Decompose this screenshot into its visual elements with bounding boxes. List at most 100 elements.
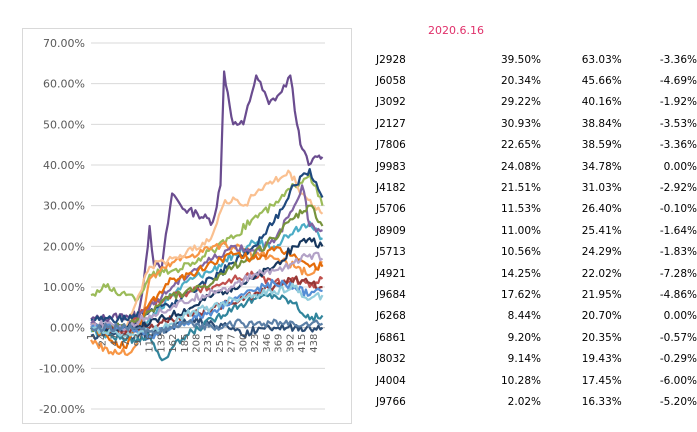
- table-row: J8032 9.14% 19.43% -0.29%: [370, 348, 697, 369]
- table-cell: J6058: [376, 75, 406, 88]
- x-tick-label: 24: [98, 334, 109, 347]
- line-chart: 70.00% 60.00% 50.00% 40.00% 30.00% 20.00% 10.0…: [39, 37, 325, 416]
- series-line: [90, 184, 323, 332]
- table-cell: 0.00%: [663, 310, 697, 323]
- table-cell: J8909: [376, 224, 406, 237]
- table-cell: 10.56%: [500, 246, 542, 259]
- table-cell: -1.64%: [659, 224, 697, 237]
- table-cell: 20.35%: [581, 331, 622, 344]
- data-table: J2928 39.50% 63.03% -3.36% J6058 20.34% 45.66%…: [370, 49, 697, 413]
- table-row: J2928 39.50% 63.03% -3.36%: [370, 49, 697, 70]
- x-tick-label: 231: [203, 334, 214, 353]
- table-cell: -3.36%: [659, 53, 697, 66]
- table-cell: J6268: [376, 310, 406, 323]
- table-row: J6058 20.34% 45.66% -4.69%: [370, 70, 697, 91]
- table-cell: -6.00%: [659, 374, 697, 387]
- table-row: J3092 29.22% 40.16% -1.92%: [370, 92, 697, 113]
- table-cell: -0.29%: [659, 353, 697, 366]
- table-cell: J9684: [376, 288, 406, 301]
- y-axis-ticks: 70.00% 60.00% 50.00% 40.00% 30.00% 20.00% 10.0…: [39, 37, 85, 416]
- table-cell: J4004: [376, 374, 406, 387]
- table-row: J5706 11.53% 26.40% -0.10%: [370, 199, 697, 220]
- table-cell: 20.34%: [500, 75, 542, 88]
- y-tick-label: 50.00%: [43, 118, 85, 131]
- table-cell: 40.16%: [581, 96, 622, 109]
- x-tick-label: 139: [156, 334, 167, 353]
- table-cell: 34.78%: [581, 160, 622, 173]
- table-cell: -1.92%: [659, 96, 697, 109]
- table-row: J4004 10.28% 17.45% -6.00%: [370, 370, 697, 391]
- table-cell: J6861: [376, 331, 406, 344]
- x-tick-label: 47: [109, 334, 120, 347]
- x-tick-label: 70: [121, 334, 132, 347]
- x-tick-label: 369: [274, 334, 285, 353]
- series-line: [90, 172, 324, 303]
- table-body: J2928 39.50% 63.03% -3.36% J6058 20.34% 45.66%…: [370, 49, 697, 413]
- table-cell: -4.69%: [659, 75, 697, 88]
- table-cell: 19.43%: [581, 353, 622, 366]
- table-cell: J4921: [376, 267, 406, 280]
- table-row: J9684 17.62% 21.95% -4.86%: [370, 284, 697, 305]
- series-line: [90, 318, 324, 335]
- table-cell: 24.29%: [581, 246, 622, 259]
- table-row: J9766 2.02% 16.33% -5.20%: [370, 391, 697, 412]
- table-cell: 25.41%: [581, 224, 622, 237]
- table-cell: -5.20%: [659, 395, 697, 408]
- x-tick-label: 116: [145, 334, 156, 353]
- series-line: [90, 246, 324, 350]
- table-cell: 11.00%: [500, 224, 542, 237]
- table-cell: J9766: [376, 395, 406, 408]
- table-cell: -7.28%: [659, 267, 697, 280]
- x-tick-label: 438: [309, 334, 320, 353]
- x-tick-label: 323: [250, 334, 261, 353]
- y-tick-label: 70.00%: [43, 37, 85, 50]
- date-label: 2020.6.16: [428, 24, 484, 37]
- series-line: [90, 282, 324, 339]
- table-row: J4921 14.25% 22.02% -7.28%: [370, 263, 697, 284]
- table-row: J4182 21.51% 31.03% -2.92%: [370, 177, 697, 198]
- series-line: [90, 241, 323, 357]
- table-cell: 39.50%: [500, 53, 542, 66]
- series-line: [90, 168, 324, 325]
- table-cell: J3092: [376, 96, 406, 109]
- table-cell: J5706: [376, 203, 406, 216]
- chart-panel: 70.00% 60.00% 50.00% 40.00% 30.00% 20.00% 10.0…: [22, 28, 352, 424]
- table-cell: J2127: [376, 117, 406, 130]
- x-tick-label: 208: [192, 334, 203, 353]
- table-cell: 11.53%: [500, 203, 542, 216]
- table-cell: 9.14%: [507, 353, 542, 366]
- table-cell: -0.57%: [659, 331, 697, 344]
- table-cell: 17.62%: [500, 288, 542, 301]
- y-tick-label: 30.00%: [43, 200, 85, 213]
- y-tick-label: 60.00%: [43, 78, 85, 91]
- x-tick-label: 277: [227, 334, 238, 353]
- x-tick-label: 1: [86, 334, 97, 340]
- table-cell: 2.02%: [507, 395, 542, 408]
- x-tick-label: 392: [285, 334, 296, 353]
- table-cell: J8032: [376, 353, 406, 366]
- table-cell: J9983: [376, 160, 406, 173]
- x-tick-label: 254: [215, 334, 226, 353]
- x-tick-label: 415: [297, 334, 308, 353]
- table-cell: -2.92%: [659, 182, 697, 195]
- table-cell: 38.84%: [581, 117, 622, 130]
- table-cell: 22.65%: [500, 139, 542, 152]
- table-row: J8909 11.00% 25.41% -1.64%: [370, 220, 697, 241]
- table-cell: -1.83%: [659, 246, 697, 259]
- y-tick-label: -10.00%: [39, 362, 85, 375]
- y-tick-label: -20.00%: [39, 403, 85, 416]
- table-cell: 14.25%: [500, 267, 542, 280]
- table-row: J6268 8.44% 20.70% 0.00%: [370, 306, 697, 327]
- y-tick-label: 40.00%: [43, 159, 85, 172]
- x-tick-label: 162: [168, 334, 179, 353]
- table-row: J5713 10.56% 24.29% -1.83%: [370, 242, 697, 263]
- table-row: J9983 24.08% 34.78% 0.00%: [370, 156, 697, 177]
- table-cell: 16.33%: [581, 395, 622, 408]
- table-cell: 21.51%: [500, 182, 542, 195]
- table-cell: -3.53%: [659, 117, 697, 130]
- table-row: J7806 22.65% 38.59% -3.36%: [370, 135, 697, 156]
- table-cell: 24.08%: [500, 160, 542, 173]
- table-cell: 10.28%: [500, 374, 542, 387]
- table-cell: 31.03%: [581, 182, 622, 195]
- table-cell: J7806: [376, 139, 406, 152]
